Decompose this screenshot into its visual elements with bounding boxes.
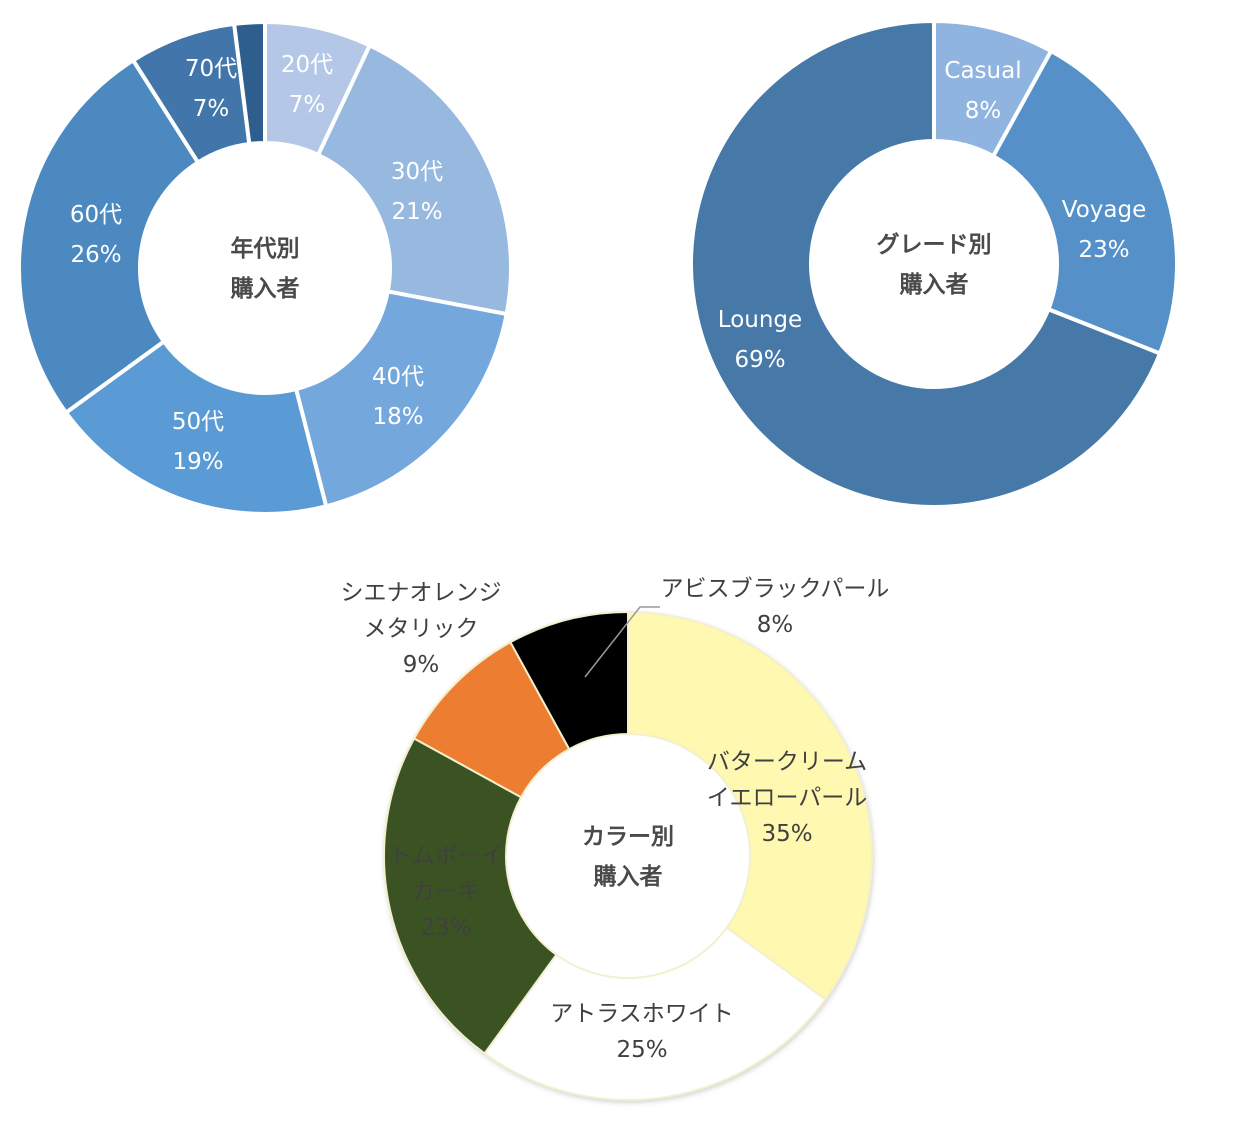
data-label-line: 8% [757, 612, 794, 638]
donut-slice [63, 339, 329, 516]
data-label-line: Voyage [1062, 197, 1146, 223]
data-label: 40代 18% [372, 364, 424, 430]
data-label-line: アトラスホワイト [550, 1001, 734, 1027]
label-leader-line [584, 606, 660, 678]
data-label: バタークリームイエローパール 35% [707, 749, 868, 847]
color-donut-chart: バタークリームイエローパール 35% アトラスホワイト 25% トムボーイカーキ 23% シ… [341, 576, 890, 1101]
donut-slice [509, 611, 629, 751]
donut-slice [383, 737, 558, 1055]
data-label-line: 23% [420, 915, 471, 941]
data-label: シエナオレンジメタリック 9% [341, 580, 502, 678]
data-label: トムボーイカーキ 23% [389, 843, 504, 941]
center-title: 年代別購入者 [231, 235, 300, 302]
data-label-line: Casual [944, 58, 1021, 84]
data-label-line: 18% [372, 404, 423, 430]
data-label-line: Lounge [718, 307, 802, 333]
data-label-line: 21% [391, 199, 442, 225]
data-label-line: 50代 [172, 409, 224, 435]
data-label: 20代 7% [281, 52, 333, 118]
data-label: 30代 21% [391, 159, 443, 225]
donut-slice [17, 58, 201, 415]
data-label-line: 25% [616, 1037, 667, 1063]
data-label-line: 26% [70, 242, 121, 268]
center-title-line: 年代別 [231, 235, 300, 262]
center-title-line: カラー別 [582, 824, 674, 850]
data-label-line: トムボーイ [389, 843, 504, 869]
data-label-line: シエナオレンジ [341, 580, 502, 606]
data-label-line: 60代 [70, 202, 122, 228]
center-title-line: 購入者 [900, 272, 969, 298]
data-label: Lounge 69% [718, 307, 802, 373]
data-label: Voyage 23% [1062, 197, 1146, 263]
data-label-line: 23% [1078, 237, 1129, 263]
data-label: 60代 26% [70, 202, 122, 268]
data-label-line: 69% [734, 347, 785, 373]
donut-slice [483, 926, 827, 1101]
data-label: アビスブラックパール 8% [661, 576, 890, 638]
data-label-line: 7% [193, 96, 230, 122]
center-title-line: 購入者 [231, 276, 300, 302]
data-label-line: 40代 [372, 364, 424, 390]
donut-slice [316, 43, 513, 317]
donut-slice [232, 20, 267, 146]
data-label: Casual 8% [944, 58, 1021, 124]
data-label-line: 8% [965, 98, 1002, 124]
data-label-line: 20代 [281, 52, 333, 78]
center-title-line: 購入者 [594, 864, 663, 890]
center-title-line: グレード別 [877, 231, 992, 258]
grade-donut-chart: Casual 8% Voyage 23% Lounge 69% グレード別購入者 [689, 19, 1179, 509]
donut-slice [991, 49, 1179, 356]
donut-slice [627, 611, 873, 1001]
data-label-line: 35% [761, 821, 812, 847]
data-label-line: イエローパール [707, 785, 868, 811]
data-label-line: 9% [403, 652, 440, 678]
data-label-line: 7% [289, 92, 326, 118]
center-title: グレード別購入者 [877, 231, 992, 298]
data-label-line: バタークリーム [707, 749, 867, 775]
data-label-line: 30代 [391, 159, 443, 185]
donut-slice [294, 289, 509, 509]
data-label-line: カーキ [412, 879, 481, 905]
age-donut-chart: 20代 7% 30代 21% 40代 18% 50代 19% 60代 26% 70代 7% 年代別購入者 [17, 20, 513, 516]
center-title: カラー別購入者 [582, 824, 674, 890]
data-label-line: メタリック [364, 616, 479, 642]
data-label-line: 19% [172, 449, 223, 475]
donut-slice [689, 19, 1162, 509]
data-label-line: アビスブラックパール [661, 576, 890, 602]
data-label: 50代 19% [172, 409, 224, 475]
data-label: アトラスホワイト 25% [550, 1001, 734, 1063]
data-label-line: 70代 [185, 56, 237, 82]
data-label: 70代 7% [185, 56, 237, 122]
